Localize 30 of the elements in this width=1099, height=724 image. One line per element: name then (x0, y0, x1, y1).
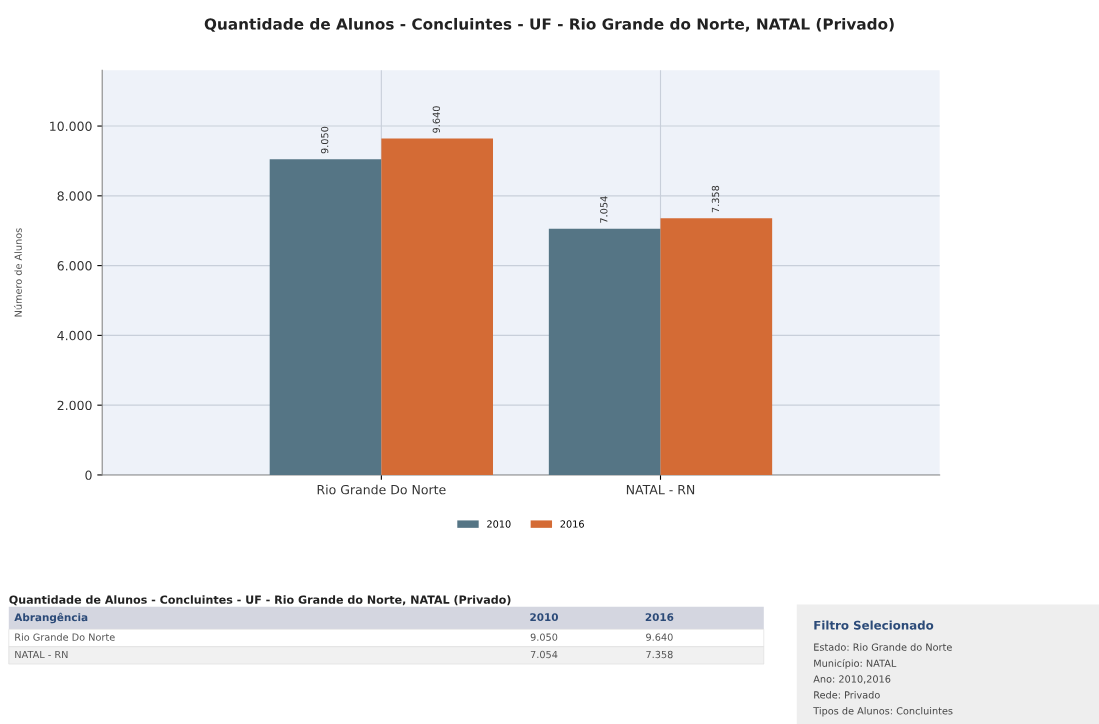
data-label: 9.640 (432, 106, 440, 133)
category-label: NATAL - RN (15, 650, 68, 659)
y-tick-label: 10.000 (50, 121, 92, 131)
text: 2016 (645, 613, 674, 622)
text: Estado: Rio Grande do Norte (814, 643, 952, 651)
text: Abrangência (14, 612, 88, 624)
y-tick-label: 2.000 (57, 400, 92, 411)
text: 7.054 (530, 650, 558, 659)
y-axis-title: Número de Alunos (13, 228, 22, 317)
legend-label: 2016 (560, 520, 584, 528)
category-label: Rio Grande Do Norte (15, 633, 115, 641)
text: 9.640 (646, 633, 673, 641)
text: Ano: 2010,2016 (813, 675, 891, 684)
text: Tipos de Alunos: Concluintes (813, 706, 953, 717)
text: Município: NATAL (814, 659, 897, 669)
chart-title: Quantidade de Alunos - Concluintes - UF - Rio Grande do Norte, NATAL (Privado) (204, 17, 894, 32)
data-label: 9.050 (320, 126, 329, 154)
y-tick-label: 4.000 (57, 330, 92, 341)
y-tick-label: 8.000 (57, 191, 92, 201)
legend-label: 2010 (487, 520, 511, 528)
text: 9.050 (530, 633, 558, 641)
data-label: 7.054 (600, 196, 608, 223)
text: 7.358 (646, 650, 673, 659)
y-tick-label: 0 (85, 470, 92, 480)
text: 2010 (530, 613, 558, 622)
text: Filtro Selecionado (814, 620, 934, 630)
text: Rede: Privado (814, 691, 880, 699)
text: Quantidade de Alunos - Concluintes - UF - Rio Grande do Norte, NATAL (Privado) (9, 595, 511, 606)
data-label: 7.358 (711, 185, 720, 213)
y-tick-label: 6.000 (57, 261, 92, 271)
